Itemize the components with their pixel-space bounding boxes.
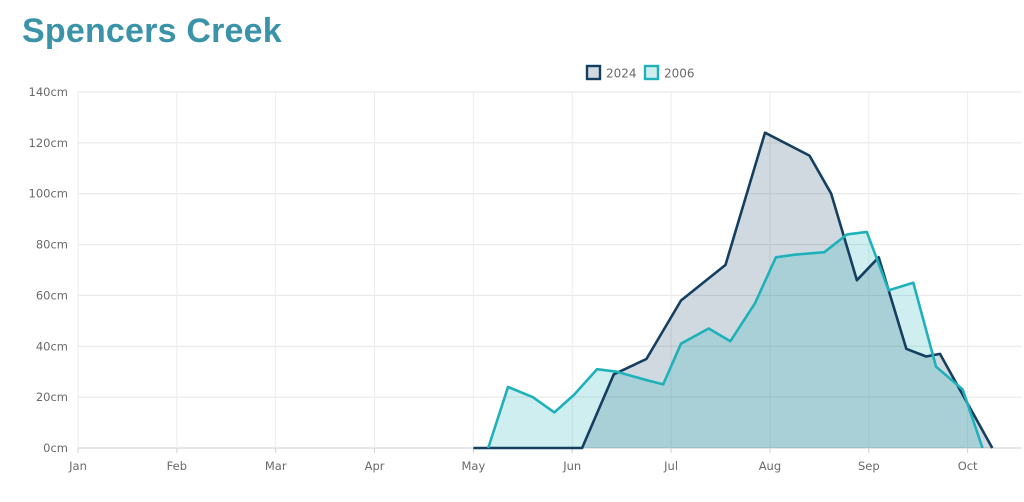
legend-swatch xyxy=(585,64,602,81)
y-tick-label: 140cm xyxy=(29,85,68,99)
x-tick-label: Sep xyxy=(858,459,880,473)
series-area-2024 xyxy=(473,132,993,448)
y-tick-label: 120cm xyxy=(29,136,68,150)
y-axis: 0cm 20cm 40cm 60cm 80cm 100cm 120cm 140cm xyxy=(29,85,68,455)
y-tick-label: 80cm xyxy=(36,238,68,252)
x-tick-label: Aug xyxy=(759,459,781,473)
x-tick-label: Feb xyxy=(167,459,187,473)
y-tick-label: 20cm xyxy=(36,390,68,404)
series-lines xyxy=(473,131,994,450)
y-tick-label: 0cm xyxy=(43,441,68,455)
x-tick-label: Oct xyxy=(958,459,978,473)
gridlines xyxy=(77,91,1022,449)
y-tick-label: 100cm xyxy=(29,187,68,201)
x-tick-label: Jul xyxy=(663,459,678,473)
y-tick-label: 60cm xyxy=(36,288,68,302)
series-area-2006 xyxy=(488,231,983,448)
legend-label: 2006 xyxy=(664,67,695,81)
y-tick-label: 40cm xyxy=(36,339,68,353)
legend[interactable]: 2024 2006 xyxy=(585,64,695,81)
x-tick-label: Jan xyxy=(68,459,87,473)
x-tick-label: May xyxy=(462,459,486,473)
legend-label: 2024 xyxy=(606,67,637,81)
series-line-2006 xyxy=(486,230,984,449)
legend-swatch xyxy=(643,64,660,81)
legend-item-2006[interactable]: 2006 xyxy=(643,64,695,81)
x-tick-label: Jun xyxy=(562,459,581,473)
series-line-2024 xyxy=(473,131,994,450)
chart-title: Spencers Creek xyxy=(22,12,282,50)
legend-item-2024[interactable]: 2024 xyxy=(585,64,637,81)
series-areas xyxy=(473,132,993,448)
x-tick-label: Apr xyxy=(365,459,385,473)
x-axis: Jan Feb Mar Apr May Jun Jul Aug Sep Oct xyxy=(68,448,978,473)
x-tick-label: Mar xyxy=(265,459,287,473)
